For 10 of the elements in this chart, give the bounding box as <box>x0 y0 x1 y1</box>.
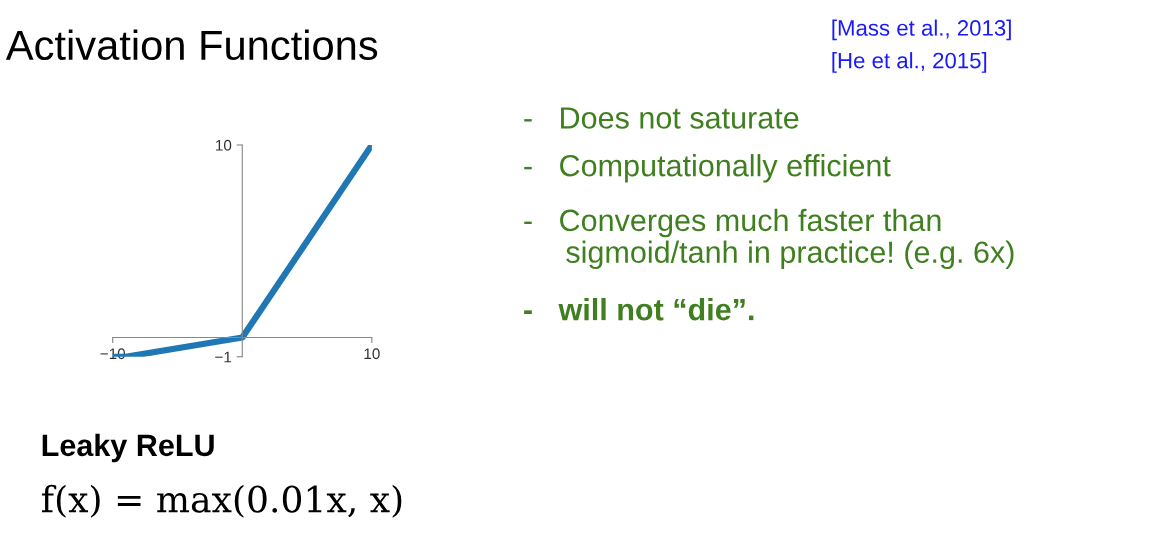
text: Leaky ReLU <box>42 433 214 463</box>
text: - Computationally efficient <box>524 154 891 183</box>
chart-title: Activation Functions <box>5 29 378 61</box>
y-tick-label: −1 <box>215 351 232 363</box>
text: f(x) = max(0.01x, x) <box>41 484 402 518</box>
text: [He et al., 2015] <box>832 52 987 73</box>
text: [Mass et al., 2013] <box>832 19 1011 41</box>
text: - will not “die”. <box>524 297 754 321</box>
text: - Converges much faster than sigmoid/tanh in practice! (e.g. 6x) <box>524 208 1014 270</box>
text: - Does not saturate <box>524 107 799 129</box>
